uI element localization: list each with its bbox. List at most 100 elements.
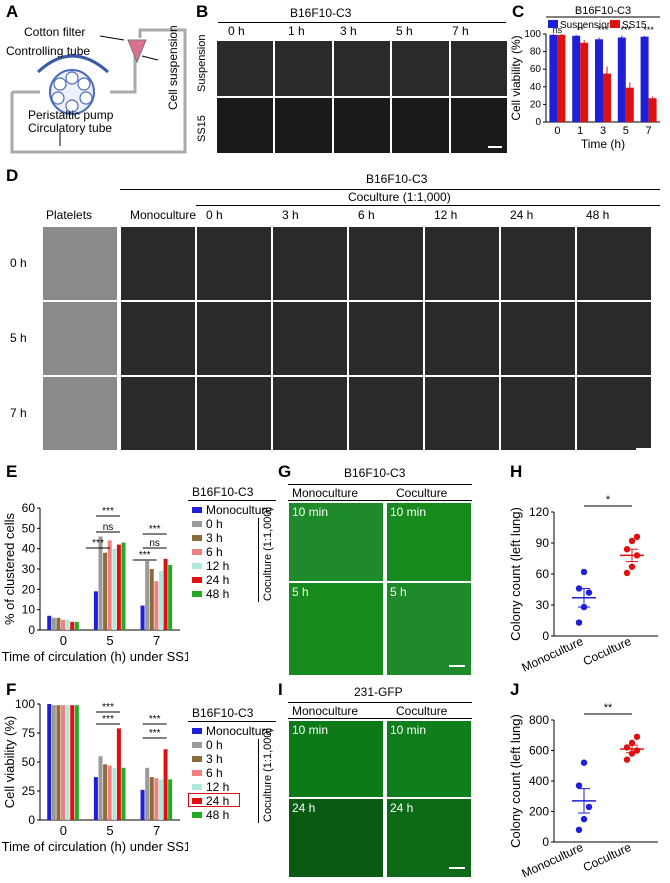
legend-title: B16F10-C3 (192, 706, 254, 720)
bar (140, 605, 145, 630)
legend-label: Suspension (560, 20, 612, 31)
micrograph-tile (272, 376, 348, 451)
micrograph-tile (449, 97, 508, 154)
data-point (575, 782, 583, 789)
y-tick-label: 0 (542, 835, 549, 849)
bar (107, 765, 112, 820)
legend-label: 12 h (206, 780, 230, 794)
label-circulatory-tube: Circulatory tube (28, 121, 113, 135)
significance-label: *** (621, 25, 632, 35)
x-axis-label: Time of circulation (h) under SS15 (2, 839, 188, 854)
y-tick-label: 100 (524, 29, 541, 40)
scale-bar (636, 448, 652, 450)
data-point (623, 756, 631, 763)
micrograph-tile (500, 226, 576, 301)
x-tick-label: 3 (600, 125, 606, 137)
bar (145, 767, 150, 820)
bar (603, 73, 611, 122)
micrograph-tile (120, 301, 196, 376)
scale-bar (449, 665, 465, 667)
bar (103, 552, 108, 630)
x-tick-label: 5 (106, 823, 113, 838)
bar (617, 37, 626, 122)
y-axis-label: Cell viability (%) (2, 716, 17, 808)
bar (549, 34, 558, 122)
micrograph-tile (332, 97, 392, 154)
legend-swatch (192, 549, 202, 555)
bar (65, 705, 70, 820)
legend-label: 6 h (206, 766, 223, 780)
bar (116, 544, 121, 630)
bar (163, 749, 168, 820)
panel-c-chart: B16F10-C3 Suspension SS15 0 20 40 60 80 100 0 ns 1 *… (509, 5, 660, 151)
legend-swatch (192, 521, 202, 527)
legend-bracket (258, 518, 259, 602)
micrograph-tile (449, 40, 508, 97)
legend-swatch (610, 20, 620, 28)
panel-d-col-label: Monoculture (130, 208, 197, 222)
bar (70, 705, 75, 820)
y-tick-label: 40 (530, 82, 542, 93)
micrograph-tile (391, 97, 450, 154)
micrograph-tile (120, 376, 196, 451)
bar (158, 779, 163, 820)
panel-d-col-label: 6 h (358, 208, 375, 222)
legend-swatch (192, 770, 202, 776)
x-tick-label: 5 (623, 125, 629, 137)
x-tick-label: 0 (554, 125, 560, 137)
legend-label: 0 h (206, 517, 223, 531)
significance-label: ** (577, 25, 585, 35)
bar (572, 35, 581, 123)
label-peristaltic-pump: Peristaltic pump (28, 108, 114, 122)
data-point (580, 568, 588, 576)
data-point (580, 759, 588, 766)
legend-label: 12 h (206, 559, 230, 573)
legend-label: Monoculture (206, 503, 273, 517)
bar (112, 767, 117, 820)
bar (93, 591, 98, 630)
x-tick-label: Coculture (581, 634, 634, 669)
micrograph-tile (216, 40, 275, 97)
micrograph-tile (348, 226, 424, 301)
y-tick-label: 60 (22, 501, 36, 515)
y-tick-label: 60 (530, 64, 542, 75)
significance-label: * (606, 494, 611, 506)
significance-label: ns (553, 25, 563, 35)
panel-b-time-0: 0 h (228, 24, 245, 38)
legend-label: 48 h (206, 587, 230, 601)
panel-b-time-7: 7 h (452, 24, 469, 38)
y-tick-label: 60 (536, 567, 550, 581)
bar (580, 42, 589, 122)
panel-d-row-label: 0 h (10, 256, 27, 270)
data-point (633, 533, 641, 540)
panel-label-j: J (510, 680, 520, 699)
y-tick-label: 50 (22, 521, 36, 535)
panel-d-col-label: 0 h (206, 208, 223, 222)
y-tick-label: 0 (28, 813, 35, 827)
panel-d-micrograph-grid: Platelets Monoculture 0 h 3 h 6 h 12 h 24 h 48 … (10, 206, 662, 456)
y-axis-label: Colony count (left lung) (508, 714, 523, 848)
bar (74, 621, 79, 630)
panel-label-a: A (6, 2, 19, 21)
panel-label-c: C (512, 2, 525, 21)
y-axis-label: Colony count (left lung) (508, 507, 523, 641)
panel-label-f: F (6, 680, 17, 699)
x-tick-label: 7 (153, 823, 160, 838)
micrograph-tile (42, 301, 118, 376)
micrograph-tile (274, 40, 333, 97)
significance-label: *** (149, 728, 161, 739)
y-axis-label: Cell viability (%) (509, 35, 523, 120)
legend-label: 48 h (206, 808, 230, 822)
bar (56, 617, 61, 630)
micrograph-tile (348, 301, 424, 376)
label-cotton-filter: Cotton filter (24, 25, 86, 39)
micrograph-tile (120, 226, 196, 301)
y-tick-label: 0 (542, 629, 549, 643)
legend-bracket-label: Coculture (1:1,000) (262, 727, 274, 822)
panel-b-row-suspension: Suspension (196, 34, 208, 93)
